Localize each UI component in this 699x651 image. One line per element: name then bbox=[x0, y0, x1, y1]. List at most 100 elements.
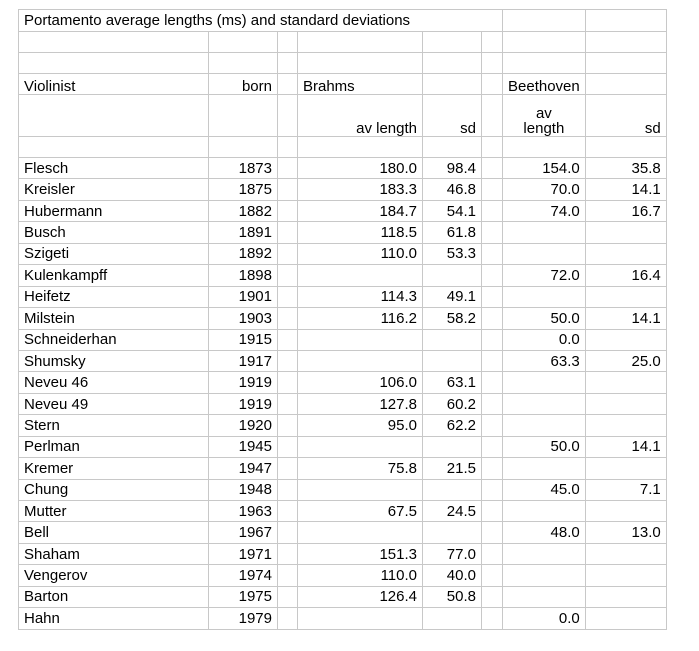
cell[interactable] bbox=[481, 499, 503, 523]
beethoven-av-length[interactable] bbox=[502, 285, 586, 309]
born-year[interactable]: 1875 bbox=[208, 178, 278, 201]
cell[interactable] bbox=[18, 31, 209, 53]
brahms-av-length[interactable] bbox=[297, 328, 423, 351]
cell[interactable] bbox=[277, 73, 298, 95]
brahms-av-length[interactable] bbox=[297, 435, 423, 459]
cell[interactable] bbox=[277, 542, 298, 566]
header-violinist[interactable]: Violinist bbox=[18, 73, 209, 95]
brahms-av-length[interactable] bbox=[297, 521, 423, 544]
cell[interactable] bbox=[502, 136, 586, 158]
born-year[interactable]: 1947 bbox=[208, 457, 278, 480]
header-beethoven-av-length[interactable]: av length bbox=[502, 94, 586, 137]
beethoven-av-length[interactable] bbox=[502, 414, 586, 437]
beethoven-sd[interactable]: 14.1 bbox=[584, 435, 667, 459]
brahms-sd[interactable]: 21.5 bbox=[422, 457, 482, 480]
cell[interactable] bbox=[277, 457, 298, 480]
brahms-av-length[interactable]: 184.7 bbox=[297, 199, 423, 223]
cell[interactable] bbox=[277, 564, 298, 587]
beethoven-av-length[interactable]: 72.0 bbox=[502, 264, 586, 287]
born-year[interactable]: 1873 bbox=[208, 156, 278, 180]
cell[interactable] bbox=[584, 9, 667, 32]
cell[interactable] bbox=[481, 457, 503, 480]
born-year[interactable]: 1967 bbox=[208, 521, 278, 544]
violinist-name[interactable]: Kremer bbox=[18, 457, 209, 480]
cell[interactable] bbox=[277, 136, 298, 158]
brahms-av-length[interactable]: 127.8 bbox=[297, 392, 423, 416]
cell[interactable] bbox=[422, 136, 482, 158]
brahms-av-length[interactable]: 110.0 bbox=[297, 242, 423, 266]
cell[interactable] bbox=[18, 52, 209, 74]
cell[interactable] bbox=[481, 435, 503, 459]
violinist-name[interactable]: Milstein bbox=[18, 307, 209, 330]
beethoven-av-length[interactable] bbox=[502, 564, 586, 587]
cell[interactable] bbox=[277, 264, 298, 287]
cell[interactable] bbox=[481, 328, 503, 351]
beethoven-sd[interactable]: 16.4 bbox=[584, 264, 667, 287]
beethoven-av-length[interactable] bbox=[502, 542, 586, 566]
born-year[interactable]: 1892 bbox=[208, 242, 278, 266]
brahms-sd[interactable] bbox=[422, 349, 482, 373]
brahms-sd[interactable] bbox=[422, 264, 482, 287]
cell[interactable] bbox=[297, 52, 423, 74]
brahms-av-length[interactable] bbox=[297, 349, 423, 373]
cell[interactable] bbox=[277, 31, 298, 53]
brahms-sd[interactable]: 53.3 bbox=[422, 242, 482, 266]
brahms-av-length[interactable]: 151.3 bbox=[297, 542, 423, 566]
born-year[interactable]: 1919 bbox=[208, 371, 278, 394]
violinist-name[interactable]: Schneiderhan bbox=[18, 328, 209, 351]
cell[interactable] bbox=[481, 349, 503, 373]
beethoven-av-length[interactable]: 74.0 bbox=[502, 199, 586, 223]
brahms-sd[interactable]: 54.1 bbox=[422, 199, 482, 223]
brahms-sd[interactable] bbox=[422, 607, 482, 630]
brahms-sd[interactable] bbox=[422, 478, 482, 502]
brahms-av-length[interactable]: 67.5 bbox=[297, 499, 423, 523]
beethoven-av-length[interactable] bbox=[502, 371, 586, 394]
cell[interactable] bbox=[208, 94, 278, 137]
beethoven-av-length[interactable] bbox=[502, 221, 586, 244]
beethoven-sd[interactable] bbox=[584, 221, 667, 244]
cell[interactable] bbox=[297, 136, 423, 158]
born-year[interactable]: 1901 bbox=[208, 285, 278, 309]
beethoven-sd[interactable] bbox=[584, 392, 667, 416]
cell[interactable] bbox=[481, 585, 503, 609]
brahms-sd[interactable]: 62.2 bbox=[422, 414, 482, 437]
cell[interactable] bbox=[277, 414, 298, 437]
cell[interactable] bbox=[584, 52, 667, 74]
cell[interactable] bbox=[481, 73, 503, 95]
cell[interactable] bbox=[502, 52, 586, 74]
born-year[interactable]: 1920 bbox=[208, 414, 278, 437]
cell[interactable] bbox=[422, 31, 482, 53]
born-year[interactable]: 1903 bbox=[208, 307, 278, 330]
beethoven-sd[interactable]: 25.0 bbox=[584, 349, 667, 373]
born-year[interactable]: 1963 bbox=[208, 499, 278, 523]
beethoven-av-length[interactable]: 45.0 bbox=[502, 478, 586, 502]
beethoven-av-length[interactable]: 63.3 bbox=[502, 349, 586, 373]
cell[interactable] bbox=[481, 31, 503, 53]
cell[interactable] bbox=[277, 478, 298, 502]
cell[interactable] bbox=[584, 31, 667, 53]
born-year[interactable]: 1882 bbox=[208, 199, 278, 223]
brahms-av-length[interactable]: 183.3 bbox=[297, 178, 423, 201]
cell[interactable] bbox=[422, 52, 482, 74]
brahms-sd[interactable]: 49.1 bbox=[422, 285, 482, 309]
brahms-av-length[interactable]: 110.0 bbox=[297, 564, 423, 587]
header-brahms-av-length[interactable]: av length bbox=[297, 94, 423, 137]
violinist-name[interactable]: Shumsky bbox=[18, 349, 209, 373]
violinist-name[interactable]: Bell bbox=[18, 521, 209, 544]
cell[interactable] bbox=[481, 371, 503, 394]
brahms-sd[interactable] bbox=[422, 521, 482, 544]
brahms-sd[interactable]: 61.8 bbox=[422, 221, 482, 244]
cell[interactable] bbox=[208, 52, 278, 74]
brahms-av-length[interactable]: 180.0 bbox=[297, 156, 423, 180]
brahms-sd[interactable]: 46.8 bbox=[422, 178, 482, 201]
beethoven-sd[interactable] bbox=[584, 607, 667, 630]
header-brahms-sd[interactable]: sd bbox=[422, 94, 482, 137]
cell[interactable] bbox=[502, 31, 586, 53]
brahms-sd[interactable]: 98.4 bbox=[422, 156, 482, 180]
cell[interactable] bbox=[277, 307, 298, 330]
brahms-sd[interactable]: 40.0 bbox=[422, 564, 482, 587]
brahms-av-length[interactable] bbox=[297, 478, 423, 502]
brahms-av-length[interactable] bbox=[297, 607, 423, 630]
brahms-sd[interactable] bbox=[422, 435, 482, 459]
cell[interactable] bbox=[277, 221, 298, 244]
